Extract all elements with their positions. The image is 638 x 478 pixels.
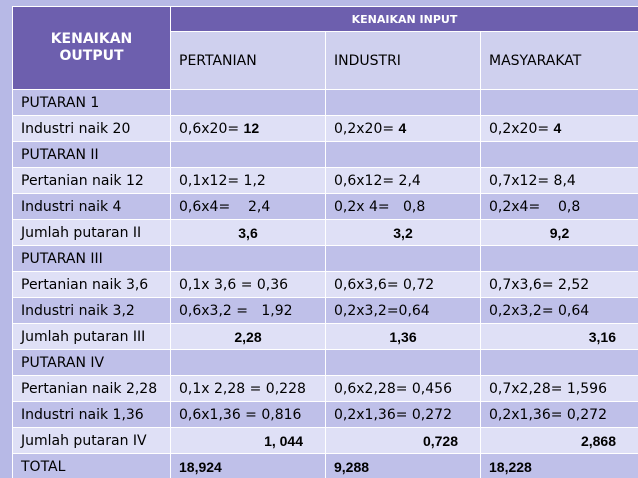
- row-label: Pertanian naik 12: [12, 167, 171, 194]
- corner-line-2: OUTPUT: [59, 48, 124, 64]
- cell: 0,7x2,28= 1,596: [480, 375, 638, 402]
- cell: [170, 349, 326, 376]
- cell: [480, 89, 638, 116]
- cell: 0,7x12= 8,4: [480, 167, 638, 194]
- cell: [480, 349, 638, 376]
- cell: 0,2x1,36= 0,272: [480, 401, 638, 428]
- column-header-industri: INDUSTRI: [325, 31, 481, 90]
- cell-formula: 0,6x20=: [179, 121, 244, 137]
- row-label: Jumlah putaran II: [12, 219, 171, 246]
- row-label: Pertanian naik 2,28: [12, 375, 171, 402]
- row-label: Industri naik 20: [12, 115, 171, 142]
- subtotal-cell: 3,6: [170, 219, 326, 246]
- cell: [325, 245, 481, 272]
- cell: [480, 245, 638, 272]
- cell: 0,2x 4= 0,8: [325, 193, 481, 220]
- output-increase-header: KENAIKAN OUTPUT: [12, 6, 171, 90]
- cell-result: 12: [243, 120, 260, 136]
- cell: [170, 141, 326, 168]
- table-row: TOTAL 18,924 9,288 18,228: [12, 453, 638, 478]
- cell: 0,2x3,2= 0,64: [480, 297, 638, 324]
- table-row: Jumlah putaran II 3,6 3,2 9,2: [12, 219, 638, 246]
- table-row: PUTARAN IV: [12, 349, 638, 376]
- table-row: PUTARAN II: [12, 141, 638, 168]
- cell: 0,2x20= 4: [325, 115, 481, 142]
- row-label: PUTARAN 1: [12, 89, 171, 116]
- input-increase-header: KENAIKAN INPUT: [170, 6, 638, 32]
- corner-line-1: KENAIKAN: [50, 31, 133, 47]
- row-label: Jumlah putaran III: [12, 323, 171, 350]
- cell: [325, 141, 481, 168]
- table-row: PUTARAN III: [12, 245, 638, 272]
- table-row: Industri naik 20 0,6x20= 12 0,2x20= 4 0,…: [12, 115, 638, 142]
- subtotal-cell: 2,868: [480, 427, 638, 454]
- cell: 0,1x12= 1,2: [170, 167, 326, 194]
- cell-result: 4: [553, 120, 562, 136]
- cell: 0,6x1,36 = 0,816: [170, 401, 326, 428]
- table-row: Industri naik 4 0,6x4= 2,4 0,2x 4= 0,8 0…: [12, 193, 638, 220]
- cell-formula: 0,2x20=: [489, 121, 554, 137]
- row-label: Industri naik 1,36: [12, 401, 171, 428]
- cell: 0,2x3,2=0,64: [325, 297, 481, 324]
- subtotal-cell: 2,28: [170, 323, 326, 350]
- cell: [170, 245, 326, 272]
- row-label: Industri naik 4: [12, 193, 171, 220]
- row-label: Pertanian naik 3,6: [12, 271, 171, 298]
- cell-result: 4: [398, 120, 407, 136]
- cell: 0,6x20= 12: [170, 115, 326, 142]
- cell: [325, 89, 481, 116]
- table-row: Pertanian naik 12 0,1x12= 1,2 0,6x12= 2,…: [12, 167, 638, 194]
- cell: 0,2x4= 0,8: [480, 193, 638, 220]
- subtotal-cell: 0,728: [325, 427, 481, 454]
- cell: 0,6x4= 2,4: [170, 193, 326, 220]
- cell: 0,2x1,36= 0,272: [325, 401, 481, 428]
- row-label: Industri naik 3,2: [12, 297, 171, 324]
- total-cell: 18,924: [170, 453, 326, 478]
- table-row: Pertanian naik 2,28 0,1x 2,28 = 0,228 0,…: [12, 375, 638, 402]
- cell: 0,6x3,2 = 1,92: [170, 297, 326, 324]
- cell: [480, 141, 638, 168]
- column-header-pertanian: PERTANIAN: [170, 31, 326, 90]
- table-row: Jumlah putaran III 2,28 1,36 3,16: [12, 323, 638, 350]
- row-label: PUTARAN IV: [12, 349, 171, 376]
- cell: 0,6x2,28= 0,456: [325, 375, 481, 402]
- cell: [170, 89, 326, 116]
- table-row: Pertanian naik 3,6 0,1x 3,6 = 0,36 0,6x3…: [12, 271, 638, 298]
- table-row: Industri naik 3,2 0,6x3,2 = 1,92 0,2x3,2…: [12, 297, 638, 324]
- row-label: Jumlah putaran IV: [12, 427, 171, 454]
- cell-formula: 0,2x20=: [334, 121, 399, 137]
- table-row: Industri naik 1,36 0,6x1,36 = 0,816 0,2x…: [12, 401, 638, 428]
- cell: 0,1x 3,6 = 0,36: [170, 271, 326, 298]
- column-header-masyarakat: MASYARAKAT: [480, 31, 638, 90]
- total-cell: 9,288: [325, 453, 481, 478]
- subtotal-cell: 3,16: [480, 323, 638, 350]
- subtotal-cell: 1, 044: [170, 427, 326, 454]
- total-cell: 18,228: [480, 453, 638, 478]
- subtotal-cell: 9,2: [480, 219, 638, 246]
- cell: 0,6x3,6= 0,72: [325, 271, 481, 298]
- table-row: Jumlah putaran IV 1, 044 0,728 2,868: [12, 427, 638, 454]
- table-row: PUTARAN 1: [12, 89, 638, 116]
- row-label: PUTARAN II: [12, 141, 171, 168]
- cell: 0,7x3,6= 2,52: [480, 271, 638, 298]
- subtotal-cell: 3,2: [325, 219, 481, 246]
- row-label: PUTARAN III: [12, 245, 171, 272]
- cell: 0,2x20= 4: [480, 115, 638, 142]
- row-label: TOTAL: [12, 453, 171, 478]
- cell: 0,6x12= 2,4: [325, 167, 481, 194]
- cell: [325, 349, 481, 376]
- cell: 0,1x 2,28 = 0,228: [170, 375, 326, 402]
- input-output-table: KENAIKAN OUTPUT KENAIKAN INPUT PERTANIAN…: [12, 6, 638, 478]
- subtotal-cell: 1,36: [325, 323, 481, 350]
